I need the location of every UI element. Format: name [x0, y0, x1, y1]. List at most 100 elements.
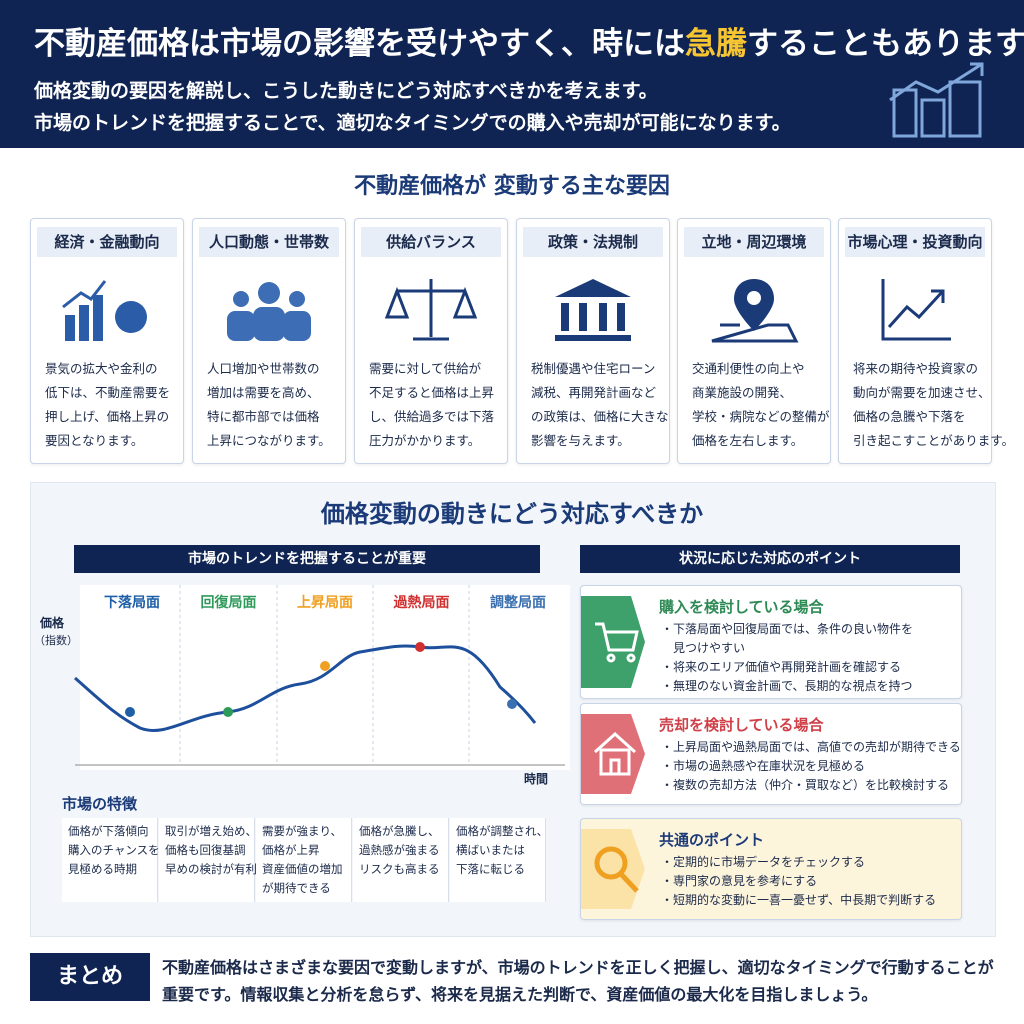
text-line: 学校・病院などの整備が	[692, 409, 830, 424]
point-card: 売却を検討している場合・上昇局面や過熱局面では、高値での売却が期待できる ・市場の…	[580, 703, 962, 805]
subtitle: 市場のトレンドを把握することで、適切なタイミングでの購入や売却が可能になります。	[34, 112, 791, 134]
text-line: 税制優遇や住宅ローン	[531, 361, 656, 376]
feature-line: リスクも高まる	[359, 862, 440, 876]
bullet: ・下落局面や回復局面では、条件の良い物件を	[661, 622, 914, 636]
bullet: ・市場の過熱感や在庫状況を見極める	[661, 759, 866, 773]
phase-label: 過熱局面	[393, 595, 450, 611]
trend-heading: 市場のトレンドを把握することが重要	[74, 545, 540, 573]
phase-label: 下落局面	[104, 595, 160, 611]
section-heading: 価格変動の動きにどう対応すべきか	[320, 500, 704, 528]
title-part: 不動産価格は市場の影響を受けやすく、時には	[34, 26, 685, 62]
feature-line: 過熱感が強まる	[359, 843, 440, 857]
feature-column: 取引が増え始め、 価格も回復基調 早めの検討が有利	[159, 818, 257, 902]
factor-card: 立地・周辺環境交通利便性の向上や 商業施設の開発、学校・病院などの整備が 価格を左右…	[677, 218, 831, 464]
text-line: 影響を与えます。	[531, 433, 630, 448]
text-line: 圧力がかかります。	[369, 433, 481, 448]
factor-icon	[227, 282, 311, 341]
title: 不動産価格は市場の影響を受けやすく、時には急騰することもあります	[34, 18, 1024, 63]
point-title: 購入を検討している場合	[659, 598, 824, 616]
summary-line: 重要です。情報収集と分析を怠らず、将来を見据えた判断で、資産価値の最大化を目指し…	[162, 985, 878, 1004]
bullet: ・無理のない資金計画で、長期的な視点を持つ	[661, 679, 913, 693]
factor-title: 人口動態・世帯数	[199, 227, 339, 257]
text-line: 不足すると価格は上昇	[369, 385, 495, 400]
summary-label: まとめ	[30, 953, 150, 1001]
point-icon	[581, 596, 645, 688]
chart-bg	[80, 585, 570, 770]
point-card: 購入を検討している場合 ・下落局面や回復局面では、条件の良い物件を 見つけやすい・…	[580, 585, 962, 699]
text-line: 価格の急騰や下落を	[853, 409, 966, 424]
feature-line: 価格が上昇	[262, 843, 320, 857]
factor-icon	[881, 279, 951, 341]
bullet: ・上昇局面や過熱局面では、高値での売却が期待できる	[661, 740, 961, 754]
header-icon	[889, 62, 984, 138]
factor-title: 市場心理・投資動向	[845, 227, 985, 257]
y-unit: （指数）	[34, 634, 78, 647]
text-line: 人口増加や世帯数の	[207, 361, 320, 376]
feature-line: 下落に転じる	[456, 862, 525, 876]
factor-card: 経済・金融動向 景気の拡大や金利の 低下は、不動産需要を 押し上げ、価格上昇の 要因とな…	[30, 218, 184, 464]
feature-line: 購入のチャンスを	[68, 843, 160, 857]
feature-column: 需要が強まり、 価格が上昇 資産価値の増加 が期待できる	[256, 818, 352, 902]
text-line: 将来の期待や投資家の	[853, 361, 979, 376]
features-heading: 市場の特徴	[62, 795, 138, 813]
text-line: 価格を左右します。	[692, 433, 804, 448]
trend-chart	[74, 585, 570, 770]
factor-text: 交通利便性の向上や 商業施設の開発、学校・病院などの整備が 価格を左右します。	[692, 357, 830, 453]
factor-text: 人口増加や世帯数の 増加は需要を高め、 特に都市部では価格 上昇につながります。	[207, 357, 331, 453]
factor-title: 供給バランス	[361, 227, 501, 257]
text-line: 減税、再開発計画など	[531, 385, 657, 400]
feature-line: 価格が調整され、	[456, 824, 549, 838]
text-line: 上昇につながります。	[207, 433, 331, 448]
point-icon	[581, 714, 645, 794]
factor-card: 政策・法規制税制優遇や住宅ローン 減税、再開発計画など の政策は、価格に大きな 影響を…	[516, 218, 670, 464]
point-icon	[581, 829, 645, 909]
factor-title: 立地・周辺環境	[684, 227, 824, 257]
bullet: ・複数の売却方法（仲介・買取など）を比較検討する	[661, 778, 950, 792]
phase-label: 回復局面	[200, 595, 257, 611]
text-line: 交通利便性の向上や	[692, 361, 805, 376]
section-heading: 不動産価格が 変動する主な要因	[354, 174, 670, 199]
feature-line: 価格が下落傾向	[68, 824, 149, 838]
bullet: ・定期的に市場データをチェックする	[661, 855, 866, 869]
bullet: ・将来のエリア価値や再開発計画を確認する	[661, 660, 902, 674]
title-part: することもあります	[747, 26, 1024, 62]
y-label: 価格	[40, 616, 65, 630]
title-highlight: 急騰	[685, 26, 747, 62]
text-line: 増加は需要を高め、	[207, 385, 320, 400]
factor-text: 税制優遇や住宅ローン 減税、再開発計画など の政策は、価格に大きな 影響を与えます。	[531, 357, 669, 453]
text-line: 引き起こすことがあります。	[853, 433, 1015, 448]
text-line: 特に都市部では価格	[207, 409, 320, 424]
point-bullets: ・上昇局面や過熱局面では、高値での売却が期待できる ・市場の過熱感や在庫状況を見極…	[661, 738, 961, 795]
phase-label: 上昇局面	[297, 595, 353, 611]
feature-column: 価格が急騰し、 過熱感が強まる リスクも高まる	[353, 818, 449, 902]
point-bullets: ・下落局面や回復局面では、条件の良い物件を 見つけやすい・将来のエリア価値や再開…	[661, 620, 913, 696]
factor-text: 需要に対して供給が 不足すると価格は上昇 し、供給過多では下落 圧力がかかります。	[369, 357, 494, 453]
x-label: 時間	[524, 772, 549, 786]
text-line: 需要に対して供給が	[369, 361, 482, 376]
trend-line	[74, 644, 537, 732]
factor-icon	[384, 279, 478, 341]
feature-line: 早めの検討が有利	[165, 862, 257, 876]
bullet: 見つけやすい	[661, 641, 746, 655]
feature-line: 見極める時期	[68, 862, 137, 876]
factor-title: 政策・法規制	[523, 227, 663, 257]
text-line: 低下は、不動産需要を	[45, 385, 171, 400]
subtitle: 価格変動の要因を解説し、こうした動きにどう対応すべきかを考えます。	[34, 80, 658, 102]
text-line: し、供給過多では下落	[369, 409, 495, 424]
summary-line: 不動産価格はさまざまな要因で変動しますが、市場のトレンドを正しく把握し、適切なタ…	[162, 958, 994, 977]
point-card: 共通のポイント ・定期的に市場データをチェックする ・専門家の意見を参考にする ・短期…	[580, 818, 962, 920]
feature-line: 価格も回復基調	[165, 843, 246, 857]
point-title: 売却を検討している場合	[659, 716, 824, 734]
feature-line: 需要が強まり、	[262, 824, 343, 838]
text-line: 商業施設の開発、	[692, 385, 793, 400]
feature-column: 価格が下落傾向 購入のチャンスを 見極める時期	[62, 818, 160, 902]
factor-card: 人口動態・世帯数人口増加や世帯数の 増加は需要を高め、 特に都市部では価格 上昇につな…	[192, 218, 346, 464]
feature-line: 横ばいまたは	[456, 843, 525, 857]
factor-icon	[62, 280, 147, 341]
bullet: ・専門家の意見を参考にする	[661, 874, 818, 888]
feature-line: が期待できる	[262, 881, 331, 895]
phase-label: 調整局面	[490, 595, 546, 611]
factor-text: 将来の期待や投資家の 動向が需要を加速させ、 価格の急騰や下落を 引き起こすことがあり…	[853, 357, 1014, 453]
factor-card: 供給バランス需要に対して供給が 不足すると価格は上昇 し、供給過多では下落 圧力がかか…	[354, 218, 508, 464]
